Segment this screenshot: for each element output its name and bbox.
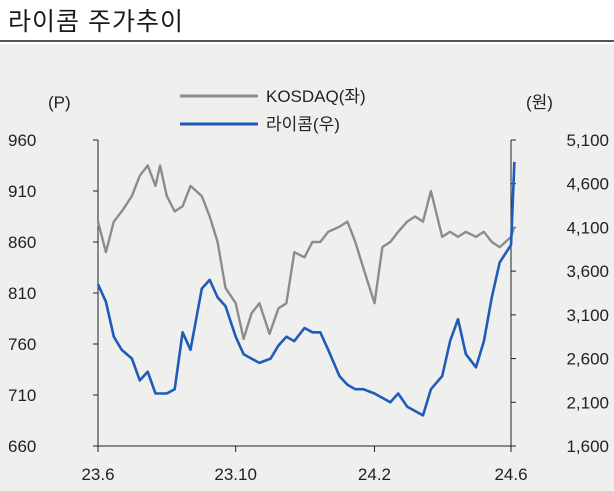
left-axis-unit: (P): [48, 93, 71, 112]
left-tick-label: 760: [8, 335, 36, 354]
right-tick-label: 5,100: [566, 131, 609, 150]
legend-label: KOSDAQ(좌): [266, 87, 366, 106]
right-tick-label: 3,100: [566, 306, 609, 325]
left-tick-label: 910: [8, 182, 36, 201]
right-tick-label: 3,600: [566, 262, 609, 281]
x-tick-label: 24.6: [494, 465, 527, 484]
x-tick-label: 23.6: [81, 465, 114, 484]
chart-title: 라이콤 주가추이: [8, 8, 184, 36]
series-line-kosdaq: [96, 164, 516, 341]
chart-panel: [0, 44, 614, 491]
left-tick-label: 710: [8, 386, 36, 405]
x-tick-label: 24.2: [358, 465, 391, 484]
right-axis-unit: (원): [526, 93, 553, 112]
right-tick-label: 1,600: [566, 437, 609, 456]
right-tick-label: 4,100: [566, 218, 609, 237]
left-tick-label: 810: [8, 284, 36, 303]
left-tick-label: 960: [8, 131, 36, 150]
left-tick-label: 660: [8, 437, 36, 456]
x-tick-label: 23.10: [214, 465, 257, 484]
left-tick-label: 860: [8, 233, 36, 252]
right-tick-label: 2,100: [566, 393, 609, 412]
title-rule: [0, 40, 614, 42]
series-line-lycom: [96, 161, 516, 417]
right-tick-label: 4,600: [566, 175, 609, 194]
legend-label: 라이콤(우): [266, 115, 340, 134]
right-tick-label: 2,600: [566, 350, 609, 369]
